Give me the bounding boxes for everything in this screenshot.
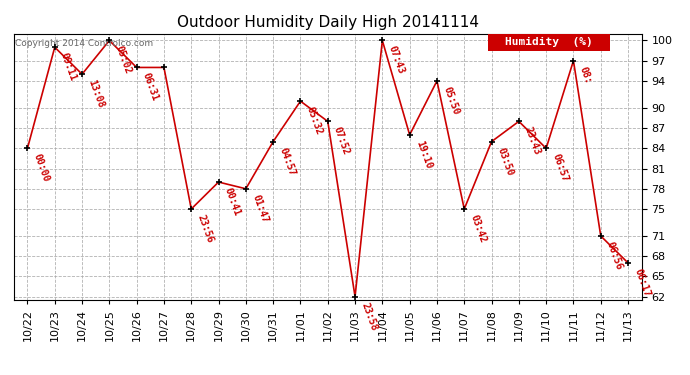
- Text: 06:56: 06:56: [605, 240, 624, 271]
- Text: 05:50: 05:50: [441, 85, 460, 116]
- Text: 03:42: 03:42: [469, 213, 488, 244]
- Text: 05:02: 05:02: [114, 45, 133, 76]
- Text: 07:43: 07:43: [386, 45, 406, 76]
- Text: 23:43: 23:43: [523, 126, 542, 157]
- Text: 06:17: 06:17: [632, 267, 651, 298]
- Text: 07:52: 07:52: [332, 126, 351, 157]
- Text: 04:57: 04:57: [277, 146, 297, 177]
- Text: 01:47: 01:47: [250, 193, 270, 224]
- Text: 05:32: 05:32: [304, 105, 324, 136]
- Text: 06:31: 06:31: [141, 72, 160, 103]
- Text: 13:08: 13:08: [86, 78, 106, 110]
- Text: 00:41: 00:41: [223, 186, 242, 217]
- Text: 23:58: 23:58: [359, 301, 379, 332]
- Text: 08:: 08:: [578, 65, 593, 85]
- Text: Copyright 2014 Controlco.com: Copyright 2014 Controlco.com: [15, 39, 153, 48]
- Text: 19:10: 19:10: [414, 139, 433, 170]
- Text: 23:56: 23:56: [195, 213, 215, 244]
- Text: 03:50: 03:50: [495, 146, 515, 177]
- Text: 00:00: 00:00: [32, 153, 51, 183]
- Title: Outdoor Humidity Daily High 20141114: Outdoor Humidity Daily High 20141114: [177, 15, 479, 30]
- Text: 09:11: 09:11: [59, 51, 79, 82]
- Text: 06:57: 06:57: [551, 153, 570, 183]
